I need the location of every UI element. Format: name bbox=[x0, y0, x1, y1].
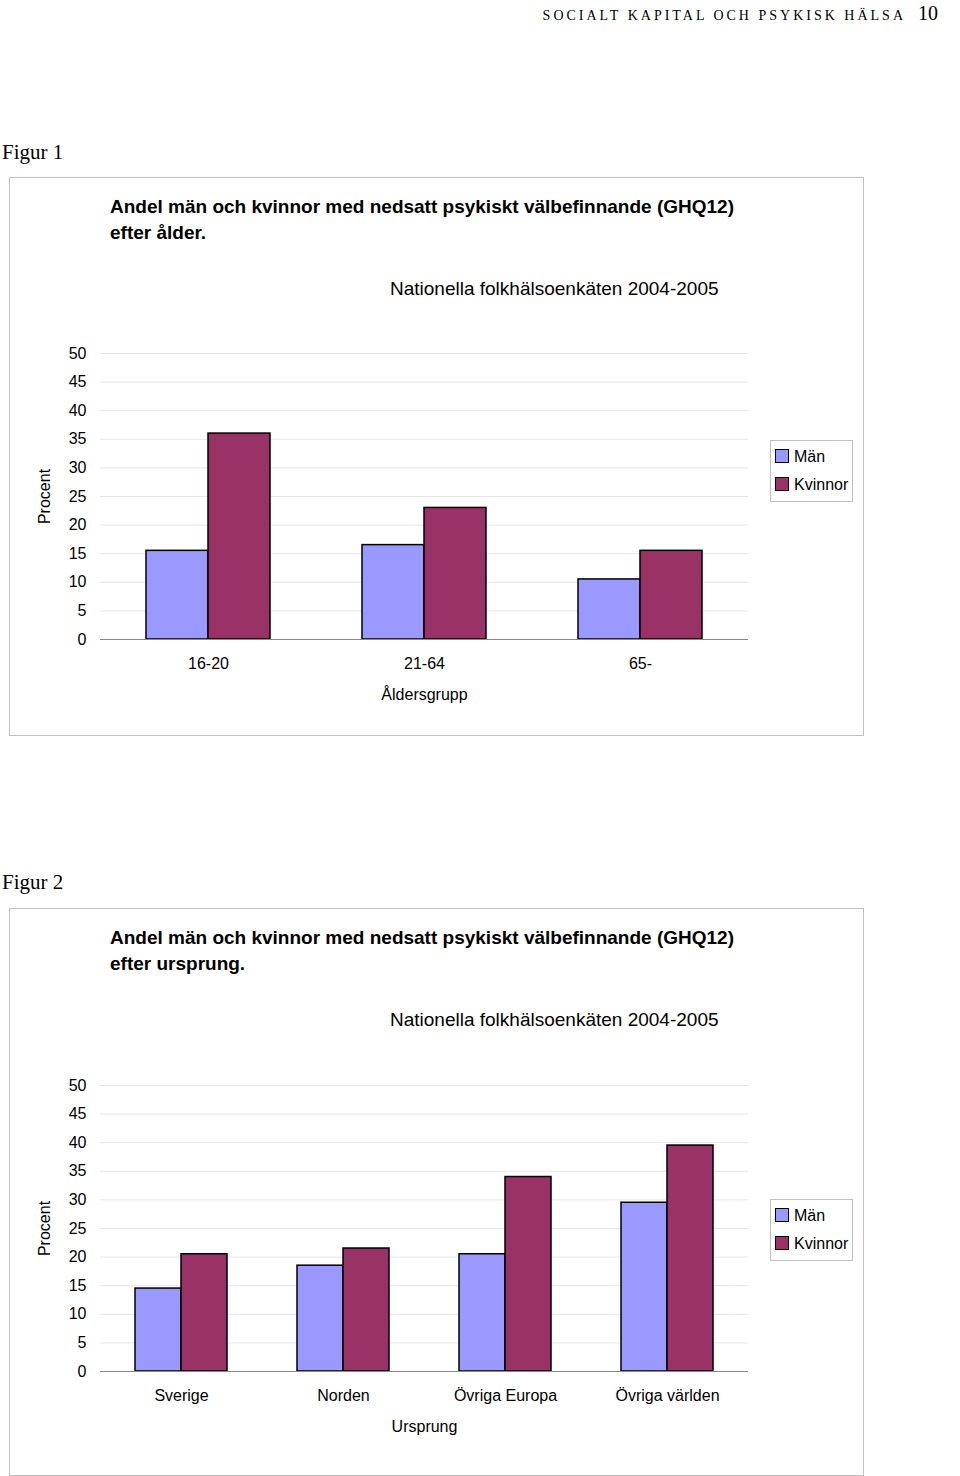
svg-text:65-: 65- bbox=[629, 655, 652, 672]
svg-text:Åldersgrupp: Åldersgrupp bbox=[381, 685, 467, 703]
svg-text:50: 50 bbox=[69, 1077, 87, 1094]
svg-text:15: 15 bbox=[69, 1277, 87, 1294]
svg-text:0: 0 bbox=[78, 631, 87, 648]
svg-text:21-64: 21-64 bbox=[404, 655, 445, 672]
svg-text:45: 45 bbox=[69, 1105, 87, 1122]
html-text:10: 10 bbox=[918, 2, 938, 24]
svg-text:10: 10 bbox=[69, 1305, 87, 1322]
html-text:Män: Män bbox=[794, 448, 826, 465]
svg-text:35: 35 bbox=[69, 1162, 87, 1179]
svg-text:Sverige: Sverige bbox=[154, 1387, 208, 1404]
html-text:Nationella folkhälsoenkäten 20: Nationella folkhälsoenkäten 2004-2005 bbox=[390, 1009, 719, 1030]
svg-text:25: 25 bbox=[69, 1220, 87, 1237]
html-text:Andel män och kvinnor med neds: Andel män och kvinnor med nedsatt psykis… bbox=[110, 196, 734, 243]
svg-text:Procent: Procent bbox=[36, 1200, 53, 1256]
svg-text:Ursprung: Ursprung bbox=[392, 1418, 458, 1435]
html-text:Kvinnor: Kvinnor bbox=[794, 1235, 849, 1252]
html-text:Andel män och kvinnor med neds: Andel män och kvinnor med nedsatt psykis… bbox=[110, 927, 734, 974]
svg-text:50: 50 bbox=[69, 345, 87, 362]
svg-text:20: 20 bbox=[69, 516, 87, 533]
html-text:SOCIALT KAPITAL OCH PSYKISK HÄ: SOCIALT KAPITAL OCH PSYKISK HÄLSA bbox=[542, 8, 906, 23]
svg-text:30: 30 bbox=[69, 1191, 87, 1208]
svg-text:45: 45 bbox=[69, 373, 87, 390]
svg-text:5: 5 bbox=[78, 602, 87, 619]
svg-text:15: 15 bbox=[69, 545, 87, 562]
svg-text:30: 30 bbox=[69, 459, 87, 476]
svg-text:10: 10 bbox=[69, 573, 87, 590]
html-text:Män: Män bbox=[794, 1207, 826, 1224]
svg-text:25: 25 bbox=[69, 488, 87, 505]
svg-text:Övriga Europa: Övriga Europa bbox=[454, 1387, 557, 1404]
svg-text:Övriga världen: Övriga världen bbox=[615, 1387, 719, 1404]
svg-text:5: 5 bbox=[78, 1334, 87, 1351]
svg-text:35: 35 bbox=[69, 430, 87, 447]
svg-text:Procent: Procent bbox=[36, 468, 53, 524]
svg-text:40: 40 bbox=[69, 1134, 87, 1151]
svg-text:Norden: Norden bbox=[317, 1387, 369, 1404]
html-text:Nationella folkhälsoenkäten 20: Nationella folkhälsoenkäten 2004-2005 bbox=[390, 278, 719, 299]
svg-text:40: 40 bbox=[69, 402, 87, 419]
svg-text:0: 0 bbox=[78, 1363, 87, 1380]
html-text:Kvinnor: Kvinnor bbox=[794, 476, 849, 493]
svg-text:20: 20 bbox=[69, 1248, 87, 1265]
html-text:Figur 1: Figur 1 bbox=[2, 140, 64, 164]
html-text:Figur 2: Figur 2 bbox=[2, 870, 64, 894]
svg-text:16-20: 16-20 bbox=[188, 655, 229, 672]
